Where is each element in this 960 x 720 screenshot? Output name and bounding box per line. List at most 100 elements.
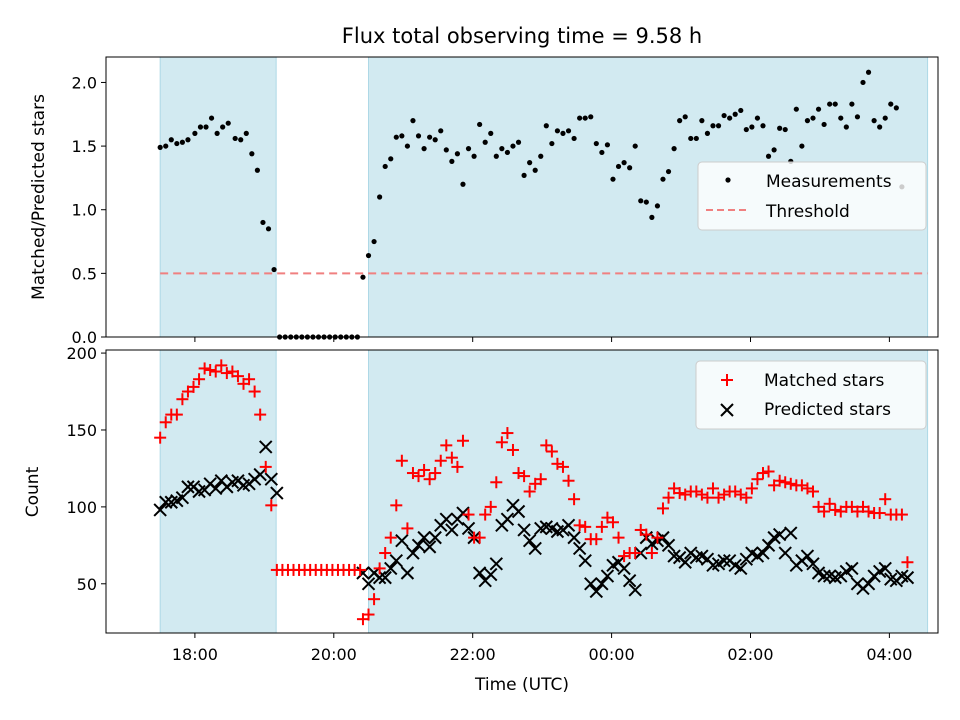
matched-star-marker	[259, 460, 272, 473]
predicted-star-marker	[270, 486, 284, 500]
predicted-star-marker	[372, 570, 387, 585]
top-panel: 0.00.51.01.52.0 Matched/Predicted stars …	[29, 56, 939, 347]
legend-matched-marker	[721, 374, 733, 386]
predicted-star-markers	[153, 440, 915, 599]
measurement-point	[488, 130, 494, 136]
measurement-point	[749, 124, 755, 130]
predicted-star-marker	[181, 480, 195, 494]
measurement-point	[538, 153, 544, 159]
matched-star-marker	[740, 491, 753, 504]
bottom-y-axis-label: Count	[23, 466, 43, 517]
measurement-point	[377, 194, 383, 200]
predicted-star-marker	[600, 569, 615, 583]
matched-star-marker	[462, 508, 475, 521]
measurement-point	[710, 123, 716, 129]
matched-star-marker	[198, 362, 211, 375]
y-tick-label: 200	[66, 344, 97, 363]
matched-star-marker	[579, 520, 592, 533]
y-tick-label: 1.5	[72, 137, 97, 156]
measurement-point	[865, 69, 872, 75]
measurement-point	[849, 101, 855, 107]
matched-star-marker	[545, 445, 558, 458]
measurement-point	[203, 124, 209, 130]
measurement-point	[410, 118, 416, 124]
matched-star-marker	[873, 507, 886, 520]
measurement-point	[554, 128, 561, 134]
predicted-star-marker	[500, 512, 515, 526]
measurement-point	[604, 142, 611, 148]
predicted-star-marker	[522, 534, 537, 548]
matched-star-marker	[209, 365, 222, 378]
matched-star-marker	[395, 454, 408, 467]
predicted-star-marker	[439, 512, 454, 526]
matched-star-markers	[154, 359, 914, 626]
measurement-points	[157, 69, 905, 340]
measurement-point	[179, 139, 185, 145]
measurement-point	[754, 115, 761, 121]
matched-star-marker	[879, 493, 892, 506]
predicted-star-marker	[456, 506, 470, 520]
measurement-point	[727, 115, 733, 121]
measurement-point	[208, 115, 215, 121]
predicted-star-marker	[761, 538, 776, 553]
measurement-point	[888, 101, 894, 107]
matched-star-marker	[423, 473, 436, 486]
matched-star-marker	[756, 467, 769, 480]
measurement-point	[854, 114, 861, 120]
top-x-ticks	[194, 337, 890, 342]
y-tick-label: 1.0	[72, 201, 97, 220]
measurement-point	[220, 124, 226, 130]
matched-star-marker	[823, 497, 836, 510]
measurement-point	[185, 137, 191, 143]
predicted-star-marker	[572, 541, 587, 556]
predicted-star-marker	[389, 554, 404, 568]
matched-star-marker	[629, 547, 642, 560]
measurement-point	[815, 106, 822, 112]
matched-star-marker	[751, 473, 764, 486]
matched-star-marker	[706, 482, 719, 495]
matched-star-marker	[390, 499, 403, 512]
predicted-star-marker	[900, 570, 915, 585]
matched-star-marker	[412, 470, 425, 483]
predicted-star-marker	[528, 541, 542, 556]
matched-star-marker	[662, 491, 675, 504]
matched-star-marker	[501, 427, 514, 440]
matched-star-marker	[456, 434, 469, 447]
measurement-point	[743, 126, 749, 133]
measurement-point	[174, 140, 180, 147]
measurement-point	[399, 133, 405, 139]
measurement-point	[860, 79, 866, 86]
matched-star-marker	[818, 505, 831, 518]
matched-star-marker	[429, 467, 442, 480]
predicted-star-marker	[622, 573, 637, 588]
y-tick-label: 50	[77, 575, 97, 594]
measurement-point	[214, 130, 220, 136]
measurement-point	[493, 153, 499, 159]
matched-star-marker	[568, 493, 581, 506]
matched-star-marker	[562, 474, 575, 487]
matched-star-marker	[154, 431, 167, 444]
top-legend-box	[697, 161, 927, 231]
predicted-star-marker	[734, 561, 748, 576]
matched-star-marker	[384, 531, 397, 544]
measurement-point	[688, 135, 694, 142]
top-y-ticks: 0.0 0.5 1.0 1.5 2.0	[72, 73, 106, 347]
matched-star-marker	[362, 608, 375, 621]
top-y-axis-label: Matched/Predicted stars	[29, 94, 49, 300]
predicted-star-marker	[361, 577, 376, 591]
measurement-point	[893, 105, 899, 111]
measurement-point	[271, 266, 277, 273]
matched-star-marker	[540, 439, 553, 452]
measurement-point	[843, 124, 849, 130]
measurement-point	[799, 143, 805, 149]
matched-star-marker	[445, 451, 458, 464]
predicted-star-marker	[253, 467, 267, 482]
measurement-point	[254, 167, 260, 173]
predicted-star-marker	[617, 561, 631, 576]
matched-star-marker	[204, 363, 217, 376]
measurement-point	[882, 115, 888, 121]
measurement-point	[157, 144, 163, 150]
matched-star-marker	[434, 454, 447, 467]
predicted-star-marker	[461, 521, 476, 536]
measurement-point	[838, 115, 844, 121]
